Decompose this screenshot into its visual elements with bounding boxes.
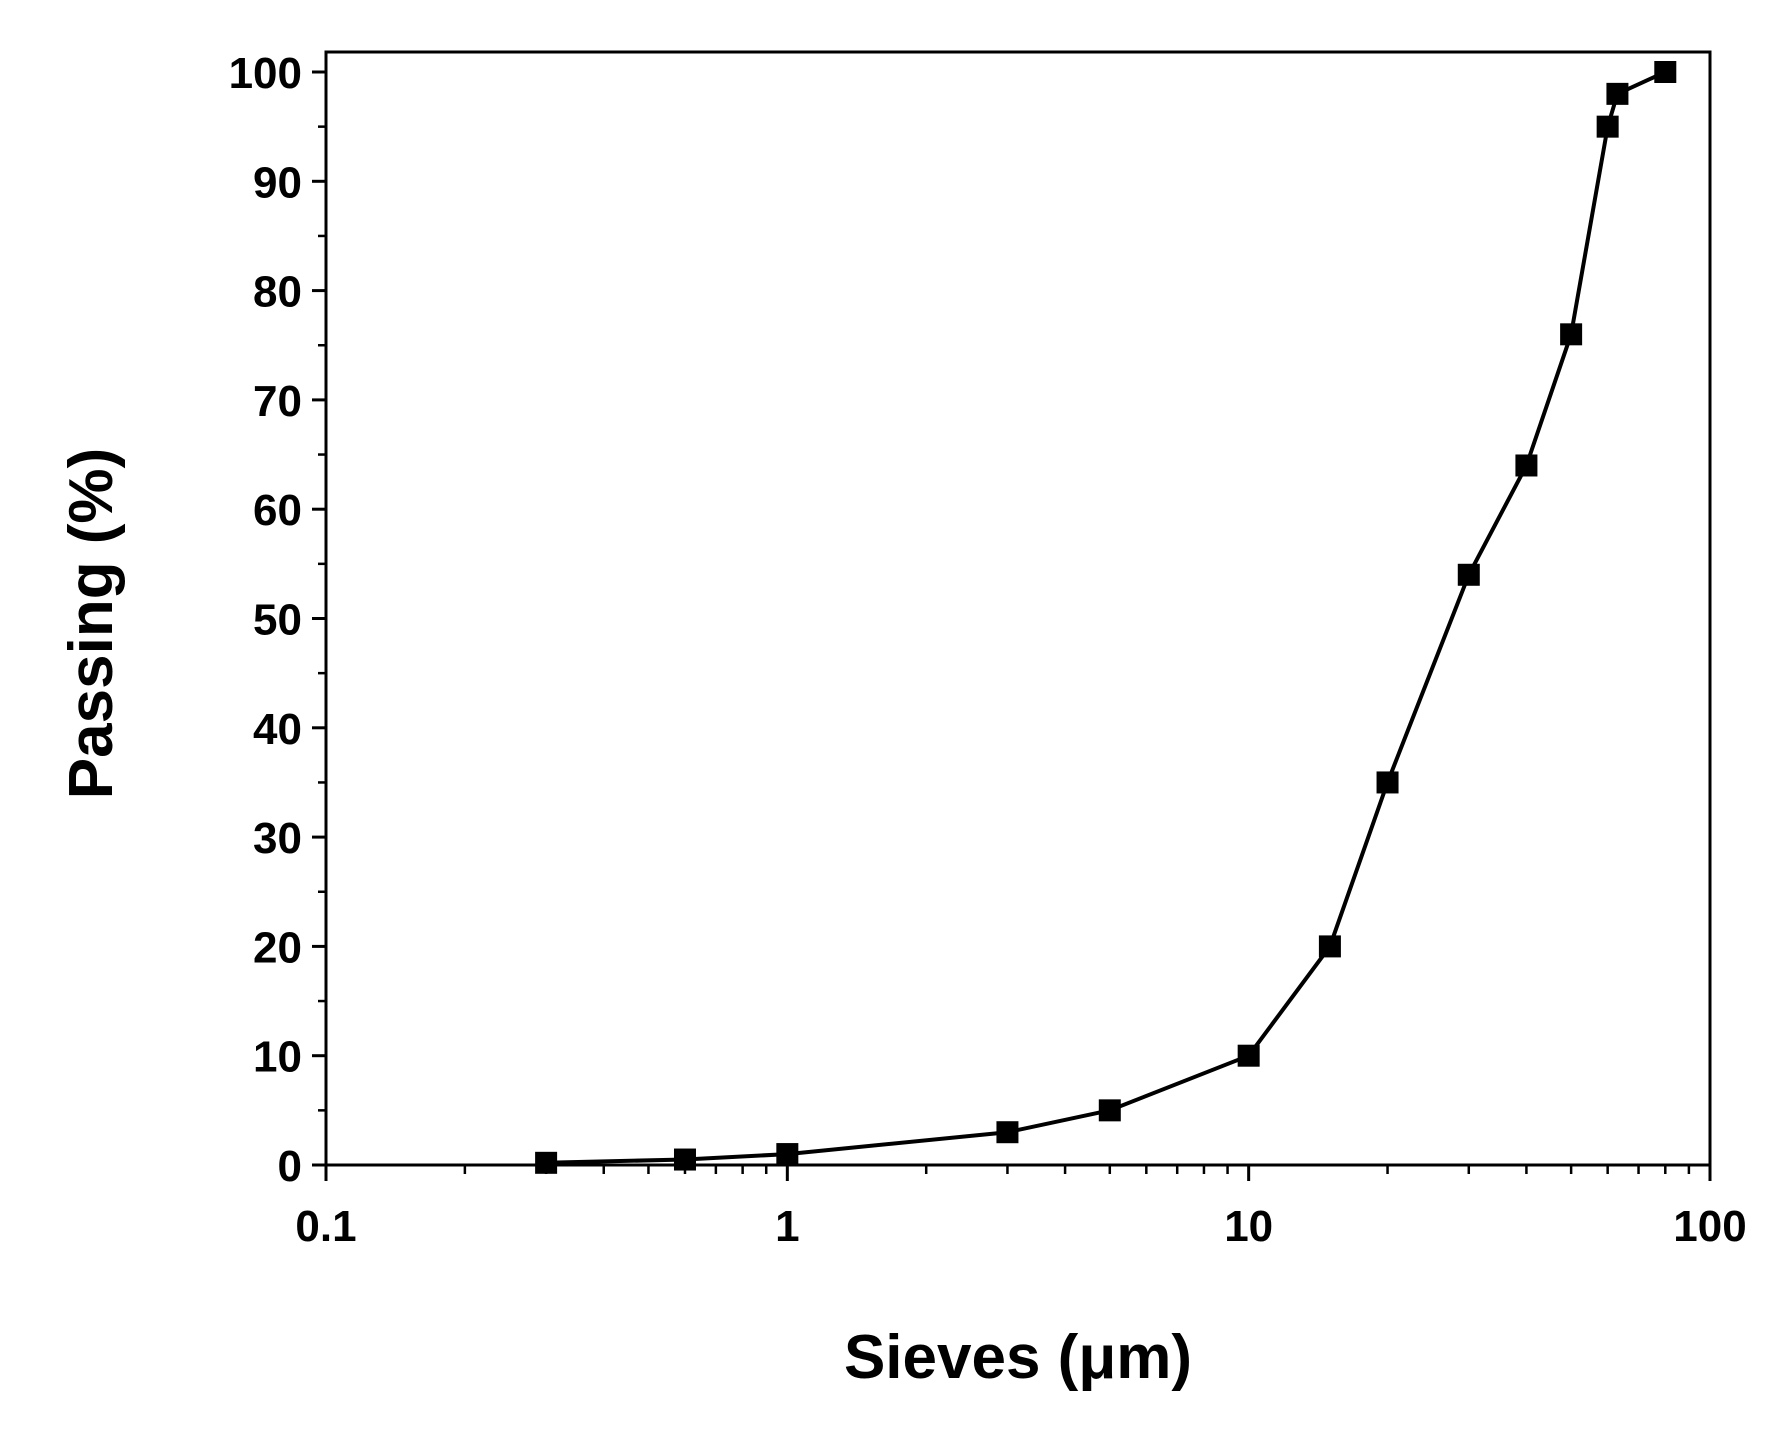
data-point bbox=[1654, 61, 1677, 83]
y-tick-label: 0 bbox=[278, 1142, 302, 1191]
y-tick-label: 100 bbox=[229, 49, 302, 98]
y-tick-label: 10 bbox=[253, 1033, 302, 1082]
y-tick-label: 60 bbox=[253, 486, 302, 535]
x-tick-label: 100 bbox=[1673, 1202, 1746, 1251]
data-point bbox=[996, 1121, 1019, 1144]
y-axis-title: Passing (%) bbox=[57, 448, 126, 799]
data-point bbox=[1237, 1044, 1260, 1067]
y-tick-label: 80 bbox=[253, 268, 302, 317]
series-passing bbox=[535, 61, 1677, 1174]
y-tick-label: 90 bbox=[253, 158, 302, 207]
plot-frame bbox=[324, 50, 1712, 1167]
data-point bbox=[1596, 115, 1619, 138]
data-point bbox=[1376, 771, 1399, 794]
data-point bbox=[1515, 454, 1538, 477]
data-point bbox=[1318, 935, 1341, 958]
data-point bbox=[1457, 563, 1480, 586]
axes: 0 10 20 30 40 50 60 70 80 90 100 0.1 1 10 100 bbox=[229, 49, 1747, 1251]
y-tick-label: 50 bbox=[253, 596, 302, 645]
x-tick-label: 1 bbox=[775, 1202, 799, 1251]
x-tick-label: 0.1 bbox=[295, 1202, 356, 1251]
data-point bbox=[1098, 1099, 1121, 1122]
data-point bbox=[535, 1151, 558, 1174]
y-tick-label: 20 bbox=[253, 923, 302, 972]
series-line bbox=[546, 70, 1667, 1165]
y-tick-label: 40 bbox=[253, 705, 302, 754]
data-point bbox=[1606, 82, 1629, 105]
data-point bbox=[776, 1143, 799, 1166]
x-tick-label: 10 bbox=[1224, 1202, 1273, 1251]
y-tick-label: 70 bbox=[253, 377, 302, 426]
y-tick-label: 30 bbox=[253, 814, 302, 863]
data-point bbox=[673, 1148, 696, 1171]
x-axis-title: Sieves (μm) bbox=[844, 1323, 1192, 1392]
data-point bbox=[1560, 323, 1583, 346]
